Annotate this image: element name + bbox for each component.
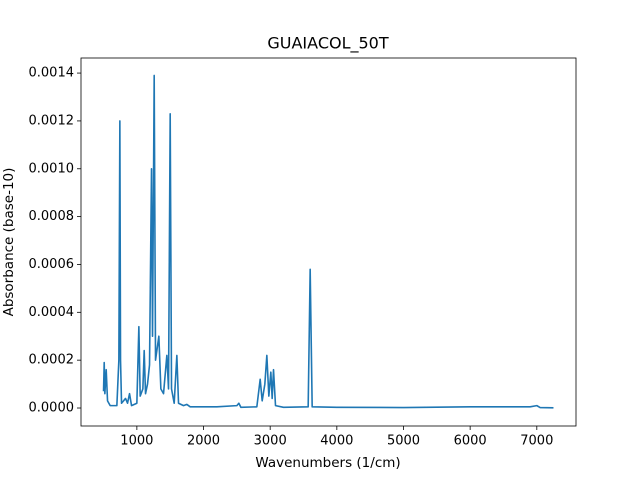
y-axis-label: Absorbance (base-10) [1, 168, 17, 317]
x-tick-label: 7000 [520, 434, 553, 449]
y-tick-label: 0.0014 [29, 66, 75, 81]
y-tick-label: 0.0002 [29, 353, 75, 368]
x-tick-label: 3000 [254, 434, 287, 449]
x-tick-label: 5000 [387, 434, 420, 449]
plot-frame [80, 57, 577, 427]
x-tick-label: 6000 [454, 434, 487, 449]
y-tick-label: 0.0008 [29, 209, 75, 224]
y-tick-label: 0.0004 [29, 305, 75, 320]
x-tick-label: 1000 [120, 434, 153, 449]
x-axis-label: Wavenumbers (1/cm) [255, 455, 400, 471]
spectrum-line [102, 74, 554, 409]
y-tick-label: 0.0012 [29, 113, 75, 128]
chart-title: GUAIACOL_50T [267, 34, 388, 54]
x-tick-label: 2000 [187, 434, 220, 449]
y-tick-label: 0.0000 [29, 401, 75, 416]
y-tick-label: 0.0010 [29, 161, 75, 176]
y-tick-label: 0.0006 [29, 257, 75, 272]
x-tick-label: 4000 [320, 434, 353, 449]
